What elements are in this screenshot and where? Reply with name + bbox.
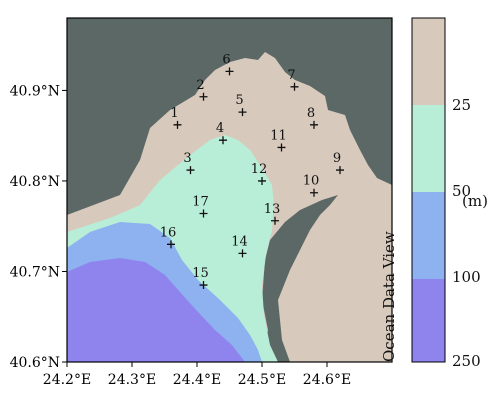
depth-colorbar bbox=[411, 17, 446, 363]
legend-label-25: 25 bbox=[452, 96, 472, 114]
station-marker bbox=[271, 216, 279, 225]
station-8: 8 bbox=[307, 106, 318, 129]
ocean-data-view-credit: Ocean Data View bbox=[380, 231, 398, 362]
station-15: 15 bbox=[192, 266, 209, 290]
station-marker bbox=[219, 136, 227, 145]
station-marker bbox=[277, 143, 286, 152]
colorbar-100-250 bbox=[412, 279, 445, 362]
y-tick-label: 40.9°N bbox=[10, 83, 60, 99]
y-axis: 40.9°N 40.8°N 40.7°N 40.6°N bbox=[10, 83, 67, 371]
legend-label-250: 250 bbox=[452, 352, 481, 370]
station-6: 6 bbox=[222, 52, 234, 76]
station-label: 12 bbox=[251, 162, 268, 177]
x-tick-label: 24.5°E bbox=[238, 372, 286, 388]
station-marker bbox=[336, 166, 344, 175]
station-7: 7 bbox=[287, 68, 299, 91]
station-label: 14 bbox=[231, 234, 248, 249]
station-marker bbox=[238, 249, 247, 258]
depth-zone-100-250 bbox=[67, 258, 245, 362]
station-marker bbox=[225, 67, 234, 76]
station-11: 11 bbox=[270, 128, 287, 152]
x-tick-label: 24.4°E bbox=[173, 372, 221, 388]
station-label: 17 bbox=[192, 195, 209, 210]
y-tick-label: 40.8°N bbox=[10, 174, 60, 190]
station-4: 4 bbox=[216, 121, 227, 145]
station-marker bbox=[310, 188, 318, 197]
station-10: 10 bbox=[303, 174, 320, 197]
station-label: 15 bbox=[192, 266, 209, 281]
station-label: 10 bbox=[303, 174, 320, 189]
station-16: 16 bbox=[160, 225, 177, 249]
station-5: 5 bbox=[235, 93, 247, 117]
station-marker bbox=[310, 120, 318, 129]
station-marker bbox=[199, 92, 208, 101]
station-13: 13 bbox=[264, 202, 281, 225]
station-14: 14 bbox=[231, 234, 248, 258]
station-label: 8 bbox=[307, 106, 315, 121]
colorbar-25-50 bbox=[412, 105, 445, 192]
y-tick-label: 40.7°N bbox=[10, 264, 60, 280]
station-label: 2 bbox=[196, 78, 204, 93]
station-3: 3 bbox=[183, 151, 195, 175]
station-label: 13 bbox=[264, 202, 281, 217]
x-tick-label: 24.2°E bbox=[43, 372, 91, 388]
station-marker bbox=[238, 108, 247, 117]
station-12: 12 bbox=[251, 162, 268, 185]
colorbar-0-25 bbox=[412, 18, 445, 105]
legend-unit: (m) bbox=[462, 192, 488, 210]
station-1: 1 bbox=[170, 106, 182, 129]
station-marker bbox=[199, 209, 208, 218]
legend-label-50: 50 bbox=[452, 182, 472, 200]
station-label: 6 bbox=[222, 52, 230, 67]
y-tick-label: 40.6°N bbox=[10, 355, 60, 371]
station-9: 9 bbox=[333, 151, 344, 175]
x-tick-label: 24.3°E bbox=[108, 372, 156, 388]
station-marker bbox=[173, 120, 182, 129]
station-label: 9 bbox=[333, 151, 341, 166]
station-label: 11 bbox=[270, 128, 287, 143]
station-marker bbox=[167, 240, 175, 249]
station-17: 17 bbox=[192, 195, 209, 218]
station-marker bbox=[199, 281, 208, 290]
map-frame bbox=[66, 17, 393, 363]
station-label: 7 bbox=[287, 68, 295, 83]
station-label: 1 bbox=[170, 106, 178, 121]
legend-label-100: 100 bbox=[452, 268, 481, 286]
station-label: 4 bbox=[216, 121, 224, 136]
colorbar-frame bbox=[411, 17, 446, 363]
station-marker bbox=[186, 166, 195, 175]
colorbar-50-100 bbox=[412, 192, 445, 279]
station-2: 2 bbox=[196, 78, 208, 101]
x-axis: 24.2°E 24.3°E 24.4°E 24.5°E 24.6°E bbox=[43, 362, 351, 388]
station-marker bbox=[258, 176, 266, 185]
station-label: 16 bbox=[160, 225, 177, 240]
x-tick-label: 24.6°E bbox=[303, 372, 351, 388]
station-marker bbox=[290, 82, 299, 91]
station-label: 3 bbox=[183, 151, 191, 166]
station-label: 5 bbox=[235, 93, 243, 108]
